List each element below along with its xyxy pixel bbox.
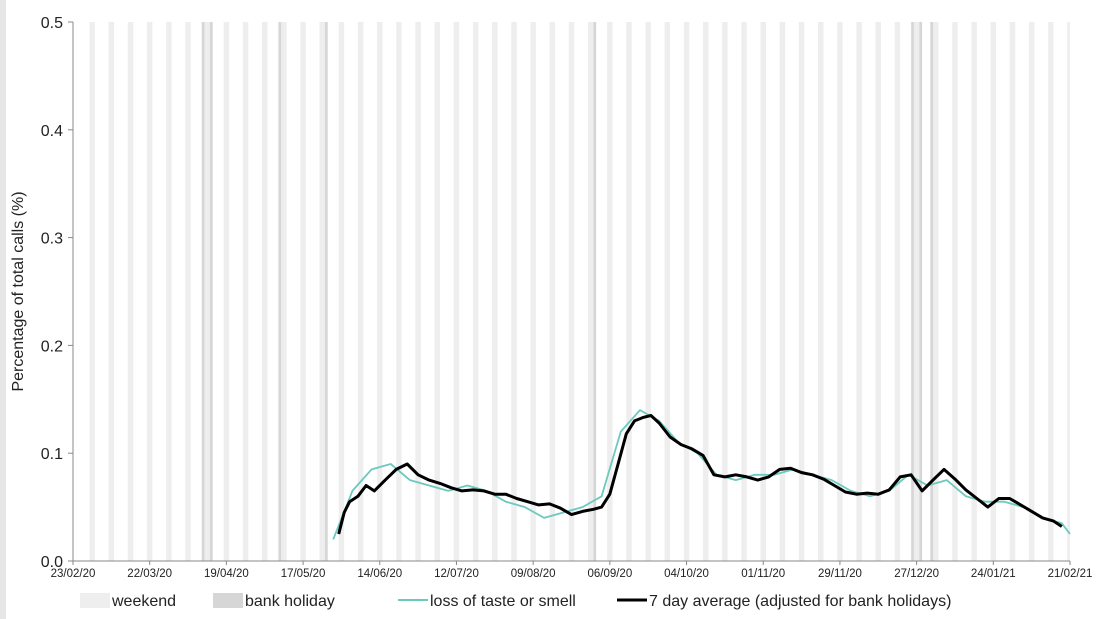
y-tick-label: 0.0 <box>41 554 63 571</box>
x-tick-label: 27/12/20 <box>894 568 939 580</box>
weekend-band <box>377 22 383 561</box>
weekend-band <box>453 22 460 561</box>
weekend-band <box>1048 22 1054 561</box>
bank-holiday-band <box>209 22 213 561</box>
bank-holiday-band <box>930 22 934 561</box>
weekend-band <box>185 22 191 561</box>
weekend-band <box>683 22 690 561</box>
weekend-band <box>492 22 498 561</box>
x-tick-label: 29/11/20 <box>818 568 862 580</box>
weekend-band <box>798 22 805 561</box>
weekend-band <box>818 22 824 561</box>
left-edge-rail <box>0 0 6 619</box>
bank-holiday-band <box>919 22 923 561</box>
weekend-band <box>357 22 364 561</box>
x-tick-label: 17/05/20 <box>281 568 326 580</box>
y-tick-label: 0.5 <box>41 15 63 32</box>
weekend-band <box>242 22 249 561</box>
weekend-band <box>434 22 441 561</box>
x-tick-label: 09/08/20 <box>511 568 556 580</box>
weekend-band <box>1009 22 1016 561</box>
bank-holiday-bands <box>201 22 934 561</box>
weekend-band <box>530 22 536 561</box>
weekend-band <box>396 22 402 561</box>
weekend-band <box>108 22 115 561</box>
weekend-band <box>127 22 134 561</box>
weekend-band <box>990 22 997 561</box>
weekend-band <box>702 22 709 561</box>
y-tick-label: 0.1 <box>41 446 63 463</box>
weekend-band <box>549 22 556 561</box>
x-tick-label: 24/01/21 <box>971 568 1016 580</box>
legend-label: 7 day average (adjusted for bank holiday… <box>649 593 951 610</box>
weekend-band <box>607 22 613 561</box>
x-tick-label: 06/09/20 <box>587 568 632 580</box>
weekend-band <box>779 22 786 561</box>
weekend-band <box>415 22 421 561</box>
weekend-band <box>223 22 230 561</box>
y-tick-label: 0.4 <box>41 123 63 140</box>
y-tick-label: 0.2 <box>41 338 63 355</box>
x-tick-label: 22/03/20 <box>127 568 172 580</box>
weekend-band <box>741 22 747 561</box>
weekend-band <box>1067 22 1070 561</box>
legend-label: bank holiday <box>245 593 335 610</box>
x-tick-label: 01/11/20 <box>741 568 785 580</box>
weekend-band <box>472 22 479 561</box>
seven-day-average-line <box>337 414 1063 535</box>
weekend-band <box>626 22 632 561</box>
y-tick-label: 0.3 <box>41 231 63 248</box>
legend-label: loss of taste or smell <box>430 593 576 610</box>
legend-swatch <box>80 593 110 608</box>
weekend-band <box>261 22 268 561</box>
weekend-band <box>338 22 345 561</box>
y-axis-label: Percentage of total calls (%) <box>10 191 27 391</box>
weekend-band <box>511 22 517 561</box>
weekend-band <box>875 22 882 561</box>
weekend-band <box>204 22 210 561</box>
weekend-bands <box>89 22 1070 561</box>
bank-holiday-band <box>201 22 205 561</box>
weekend-band <box>1028 22 1035 561</box>
x-tick-label: 23/02/20 <box>51 568 96 580</box>
series <box>332 409 1071 540</box>
weekend-band <box>664 22 671 561</box>
weekend-band <box>856 22 862 561</box>
y-tick-labels: 0.0 0.1 0.2 0.3 0.4 0.5 <box>41 15 63 571</box>
bank-holiday-band <box>911 22 914 561</box>
x-tick-label: 04/10/20 <box>664 568 709 580</box>
x-tick-label: 14/06/20 <box>357 568 402 580</box>
legend: weekend bank holiday loss of taste or smel… <box>80 593 951 610</box>
weekend-band <box>952 22 958 561</box>
legend-label: weekend <box>111 593 176 610</box>
x-tick-label: 19/04/20 <box>204 568 249 580</box>
weekend-band <box>319 22 325 561</box>
axes <box>68 21 1071 565</box>
weekend-band <box>913 22 920 561</box>
bank-holiday-band <box>278 22 282 561</box>
x-tick-label: 21/02/21 <box>1048 568 1093 580</box>
weekend-band <box>146 22 153 561</box>
legend-swatch <box>213 593 243 608</box>
x-tick-labels: 23/02/20 22/03/20 19/04/20 17/05/20 14/06/20… <box>51 568 1093 580</box>
weekend-band <box>971 22 977 561</box>
bank-holiday-band <box>324 22 328 561</box>
weekend-band <box>568 22 575 561</box>
weekend-band <box>837 22 843 561</box>
weekend-band <box>933 22 939 561</box>
weekend-band <box>894 22 901 561</box>
loss-of-taste-or-smell-line <box>332 409 1071 540</box>
weekend-band <box>645 22 651 561</box>
x-tick-label: 12/07/20 <box>434 568 479 580</box>
weekend-band <box>722 22 728 561</box>
weekend-band <box>89 22 95 561</box>
weekend-band <box>281 22 287 561</box>
weekend-band <box>760 22 766 561</box>
weekend-band <box>587 22 594 561</box>
weekend-band <box>166 22 172 561</box>
bank-holiday-band <box>593 22 597 561</box>
weekend-band <box>300 22 306 561</box>
